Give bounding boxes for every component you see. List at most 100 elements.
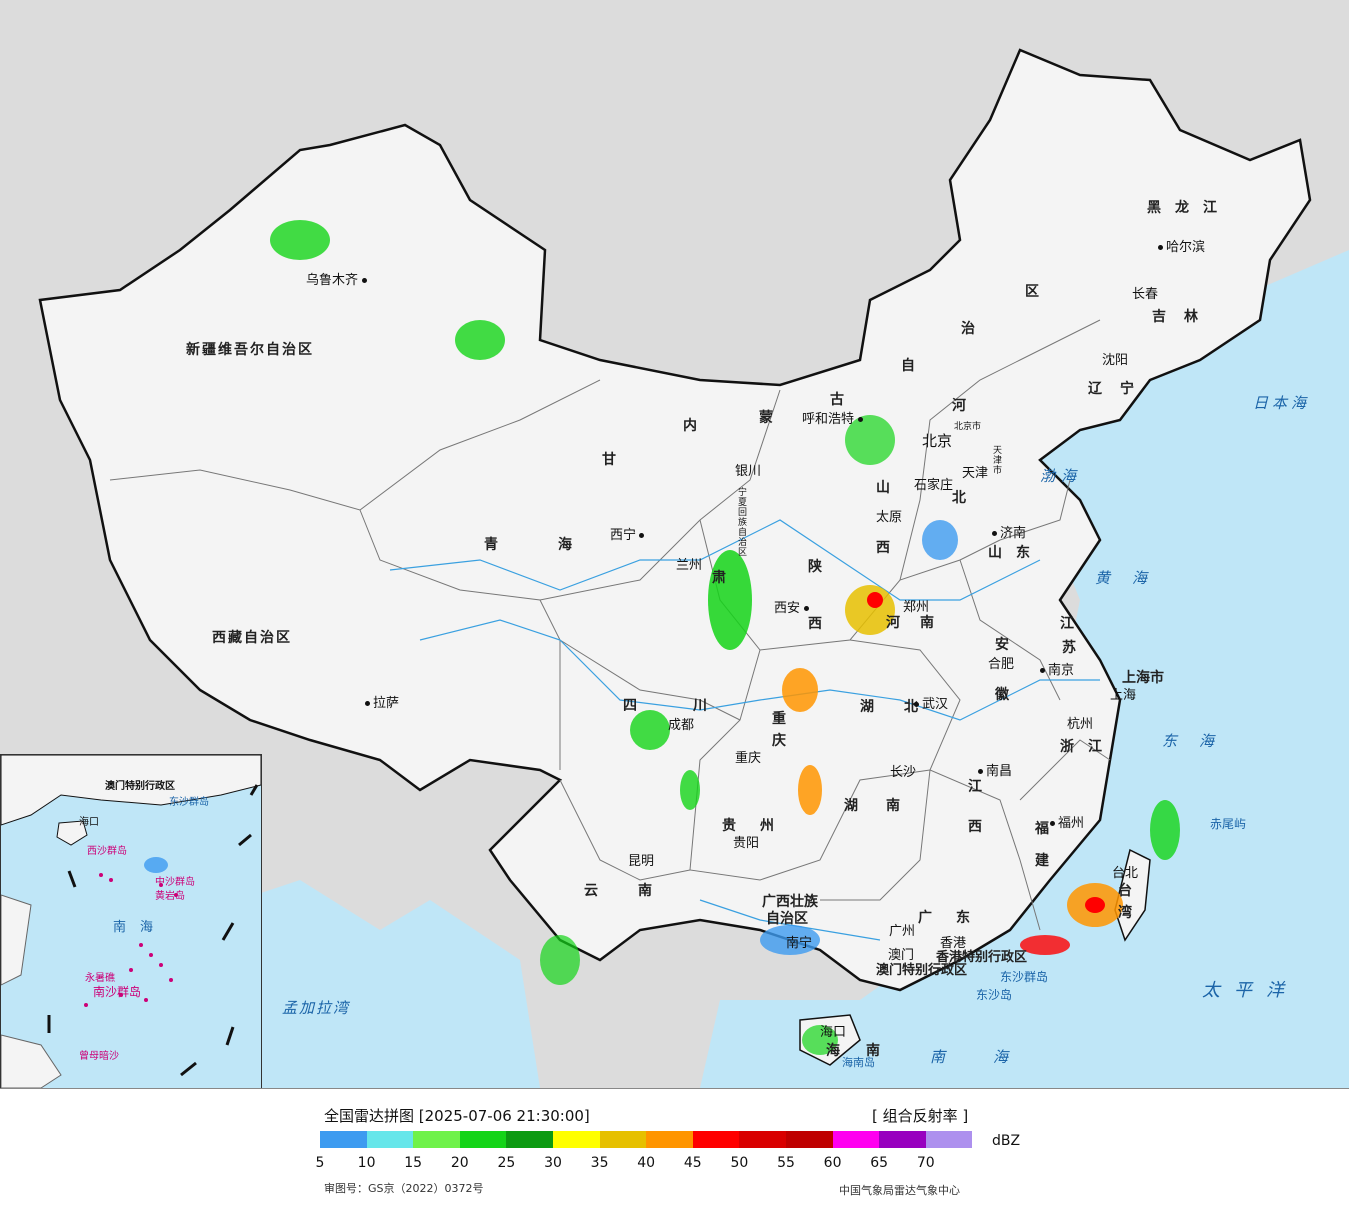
legend-tick-55: 55 [777, 1155, 795, 1171]
legend-swatch-3 [459, 1131, 507, 1148]
city-taiyuan: 太原 [876, 510, 903, 525]
label-nmg-2: 蒙 [759, 410, 775, 426]
legend-swatch-13 [925, 1131, 973, 1148]
legend-tick-70: 70 [916, 1155, 935, 1171]
city-urumqi: 乌鲁木齐 [306, 269, 370, 288]
legend-tick-15: 15 [404, 1155, 423, 1171]
label-henan: 河南 [886, 615, 954, 631]
label-jiangsu-2: 苏 [1062, 640, 1078, 656]
legend-swatch-2 [413, 1131, 460, 1148]
label-shanxi-2: 西 [876, 540, 892, 556]
label-shanghai: 上海市 [1122, 670, 1164, 686]
inset-mainland [1, 755, 261, 826]
legend-tick-10: 10 [357, 1155, 376, 1171]
legend-title: 全国雷达拼图 [2025-07-06 21:30:00] [324, 1107, 590, 1125]
inset-land-southwest [1, 1034, 62, 1088]
inset-nine-dash [47, 784, 259, 1077]
legend-tick-50: 50 [730, 1155, 749, 1171]
legend-swatch-9 [739, 1131, 786, 1148]
label-nmg-3: 古 [830, 392, 846, 408]
city-hohhot: 呼和浩特 [802, 408, 866, 427]
legend-swatch-7 [646, 1131, 693, 1148]
city-xian: 西安 [774, 597, 812, 616]
label-sichuan: 四川 [623, 698, 763, 714]
island-hainan: 海南岛 [842, 1056, 875, 1069]
producer-label: 中国气象局雷达气象中心 [839, 1184, 960, 1197]
city-taibei: 台北 [1112, 866, 1139, 881]
legend-swatch-5 [552, 1131, 600, 1148]
sea-mengjialawan: 孟加拉湾 [282, 999, 351, 1017]
label-hainan-2: 南 [866, 1043, 882, 1059]
city-shenyang: 沈阳 [1102, 353, 1129, 368]
label-hebei-2: 北 [952, 490, 968, 506]
city-guangzhou: 广州 [889, 924, 916, 939]
city-fuzhou: 福州 [1050, 812, 1084, 831]
city-chongqing: 重庆 [735, 751, 762, 766]
sea-ribenhai: 日本海 [1253, 394, 1311, 412]
city-jinan: 济南 [992, 522, 1026, 541]
city-zhengzhou: 郑州 [903, 600, 930, 615]
sea-area [700, 250, 1349, 1088]
legend-swatch-0 [320, 1131, 367, 1148]
inset-label-haikou: 海口 [79, 817, 99, 828]
label-fujian-2: 建 [1035, 853, 1051, 869]
label-jiangsu-1: 江 [1060, 616, 1076, 632]
legend-tick-65: 65 [870, 1155, 889, 1171]
legend-tick-25: 25 [497, 1155, 516, 1171]
inset-label-aomen: 澳门特别行政区 [105, 781, 175, 792]
island-chiwei: 赤尾屿 [1210, 817, 1247, 831]
inset-map [1, 755, 261, 1088]
inset-label-dongsha: 东沙群岛 [169, 797, 209, 808]
label-qinghai-2: 海 [558, 537, 574, 553]
island-dongsha-dao: 东沙岛 [976, 988, 1013, 1002]
label-hunan: 湖南 [844, 798, 928, 814]
ocean-taipingyang: 太平洋 [1202, 980, 1298, 1001]
city-nanjing: 南京 [1040, 659, 1074, 678]
inset-label-yongshu: 永暑礁 [85, 973, 115, 984]
label-nmg-6: 区 [1025, 284, 1041, 300]
label-gansu-1: 甘 [602, 452, 618, 468]
sea-donghai: 东海 [1162, 732, 1237, 750]
city-changchun: 长春 [1132, 287, 1159, 302]
legend-swatch-1 [366, 1131, 414, 1148]
label-nmg-5: 治 [961, 321, 977, 337]
city-chengdu: 成都 [668, 718, 695, 733]
city-beijing-shi: 北京市 [954, 422, 982, 432]
label-liaoning: 辽宁 [1088, 381, 1152, 397]
city-hefei: 合肥 [988, 657, 1015, 672]
map-canvas [38, 48, 1349, 1088]
legend-tick-35: 35 [590, 1155, 609, 1171]
radar-map: 新疆维吾尔自治区 西藏自治区 青 海 甘 肃 内 蒙 古 自 治 区 黑龙江 吉… [0, 0, 1349, 1089]
label-yunnan: 云南 [584, 883, 692, 899]
label-ningxia: 宁夏回族自治区 [738, 488, 748, 558]
label-nmg-1: 内 [683, 418, 699, 434]
label-taiwan-1: 台 [1118, 883, 1134, 899]
city-beijing: 北京 [922, 432, 953, 450]
radar-echoes [270, 220, 1180, 1055]
legend-swatch-11 [832, 1131, 880, 1148]
legend-tick-5: 5 [315, 1155, 325, 1171]
label-hainan-1: 海 [826, 1043, 842, 1059]
legend-swatch-12 [879, 1131, 926, 1148]
island-dongsha-qundao: 东沙群岛 [1000, 970, 1049, 984]
legend-panel: 全国雷达拼图 [2025-07-06 21:30:00] [ 组合反射率 ] d… [0, 1089, 1349, 1208]
label-shanxi-1: 山 [876, 480, 892, 496]
label-guangxi-1: 广西壮族 [762, 894, 818, 910]
city-shanghai: 上海 [1110, 688, 1137, 703]
south-china-sea-inset: 南海 西沙群岛 中沙群岛 黄岩岛 南沙群岛 永暑礁 曾母暗沙 澳门特别行政区 海… [0, 754, 262, 1088]
city-wuhan: 武汉 [914, 693, 948, 712]
city-guiyang: 贵阳 [733, 836, 760, 851]
sea-huanghai: 黄海 [1095, 569, 1170, 587]
legend-tick-45: 45 [683, 1155, 702, 1171]
label-chongqing: 重庆 [772, 711, 788, 749]
label-heilongjiang: 黑龙江 [1147, 200, 1231, 216]
city-yinchuan: 银川 [735, 464, 762, 479]
legend-swatch-4 [506, 1131, 553, 1148]
label-taiwan-2: 湾 [1118, 905, 1134, 921]
legend-unit: dBZ [992, 1133, 1021, 1149]
label-jilin: 吉林 [1152, 309, 1216, 325]
city-nanning: 南宁 [786, 936, 813, 951]
city-changsha: 长沙 [890, 765, 917, 780]
label-shaanxi-2: 西 [808, 616, 824, 632]
legend-tick-30: 30 [544, 1155, 562, 1171]
